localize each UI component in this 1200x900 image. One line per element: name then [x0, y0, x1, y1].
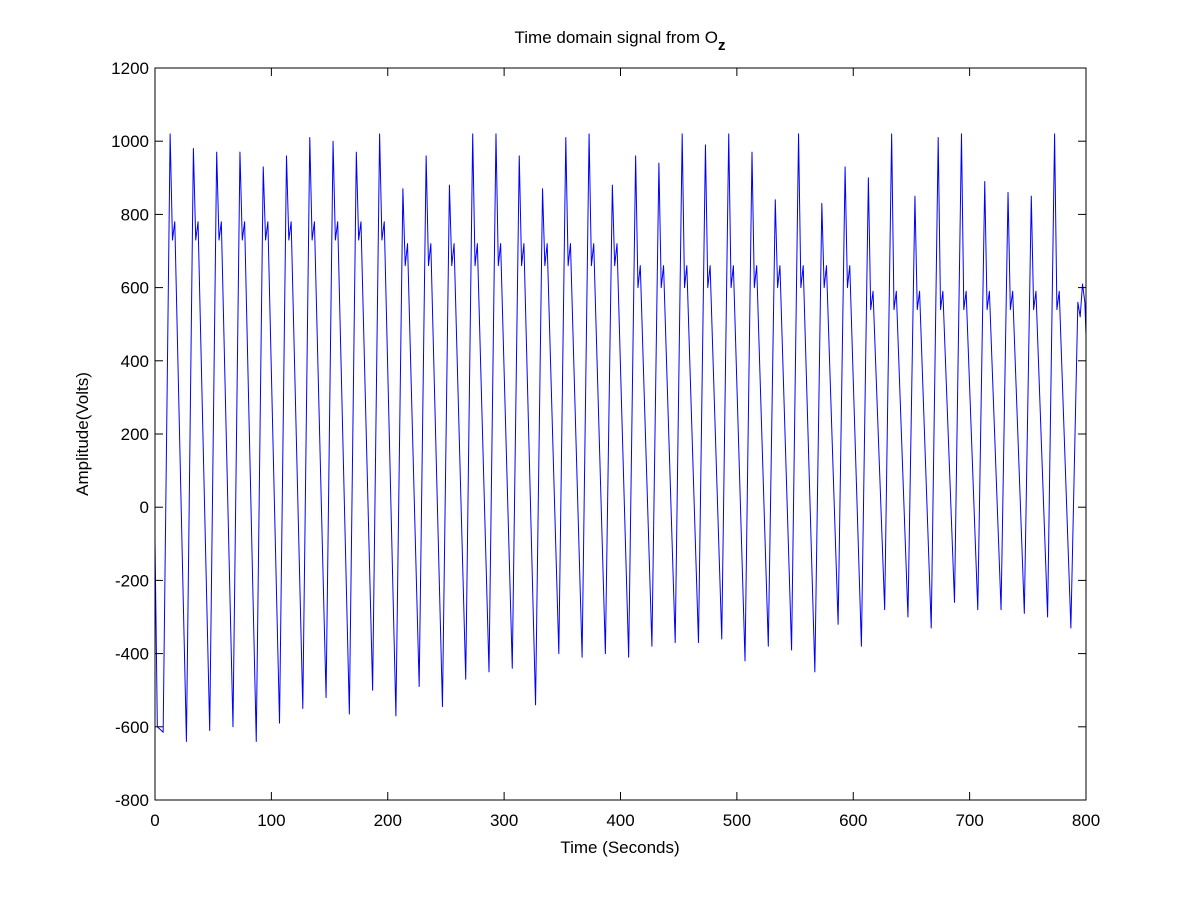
y-tick-label: -200 — [115, 571, 149, 590]
title-text: Time domain signal from O — [515, 28, 718, 47]
x-tick-label: 400 — [606, 811, 634, 830]
y-tick-label: -600 — [115, 718, 149, 737]
x-tick-label: 600 — [839, 811, 867, 830]
x-tick-label: 500 — [723, 811, 751, 830]
y-tick-label: 1200 — [111, 59, 149, 78]
chart-title: Time domain signal from Oz — [515, 28, 726, 54]
y-tick-label: -800 — [115, 791, 149, 810]
y-tick-label: 600 — [121, 279, 149, 298]
y-axis-label: Amplitude(Volts) — [73, 372, 92, 496]
y-tick-label: 1000 — [111, 132, 149, 151]
y-tick-label: 800 — [121, 205, 149, 224]
x-tick-label: 0 — [150, 811, 159, 830]
x-tick-label: 800 — [1072, 811, 1100, 830]
x-tick-label: 700 — [955, 811, 983, 830]
x-axis-label: Time (Seconds) — [560, 838, 679, 857]
x-tick-label: 100 — [257, 811, 285, 830]
y-tick-label: 200 — [121, 425, 149, 444]
y-tick-label: 0 — [140, 498, 149, 517]
x-tick-label: 200 — [374, 811, 402, 830]
title-subscript: z — [718, 37, 726, 54]
x-tick-label: 300 — [490, 811, 518, 830]
signal-line — [154, 133, 1087, 742]
y-tick-label: 400 — [121, 352, 149, 371]
y-tick-label: -400 — [115, 645, 149, 664]
